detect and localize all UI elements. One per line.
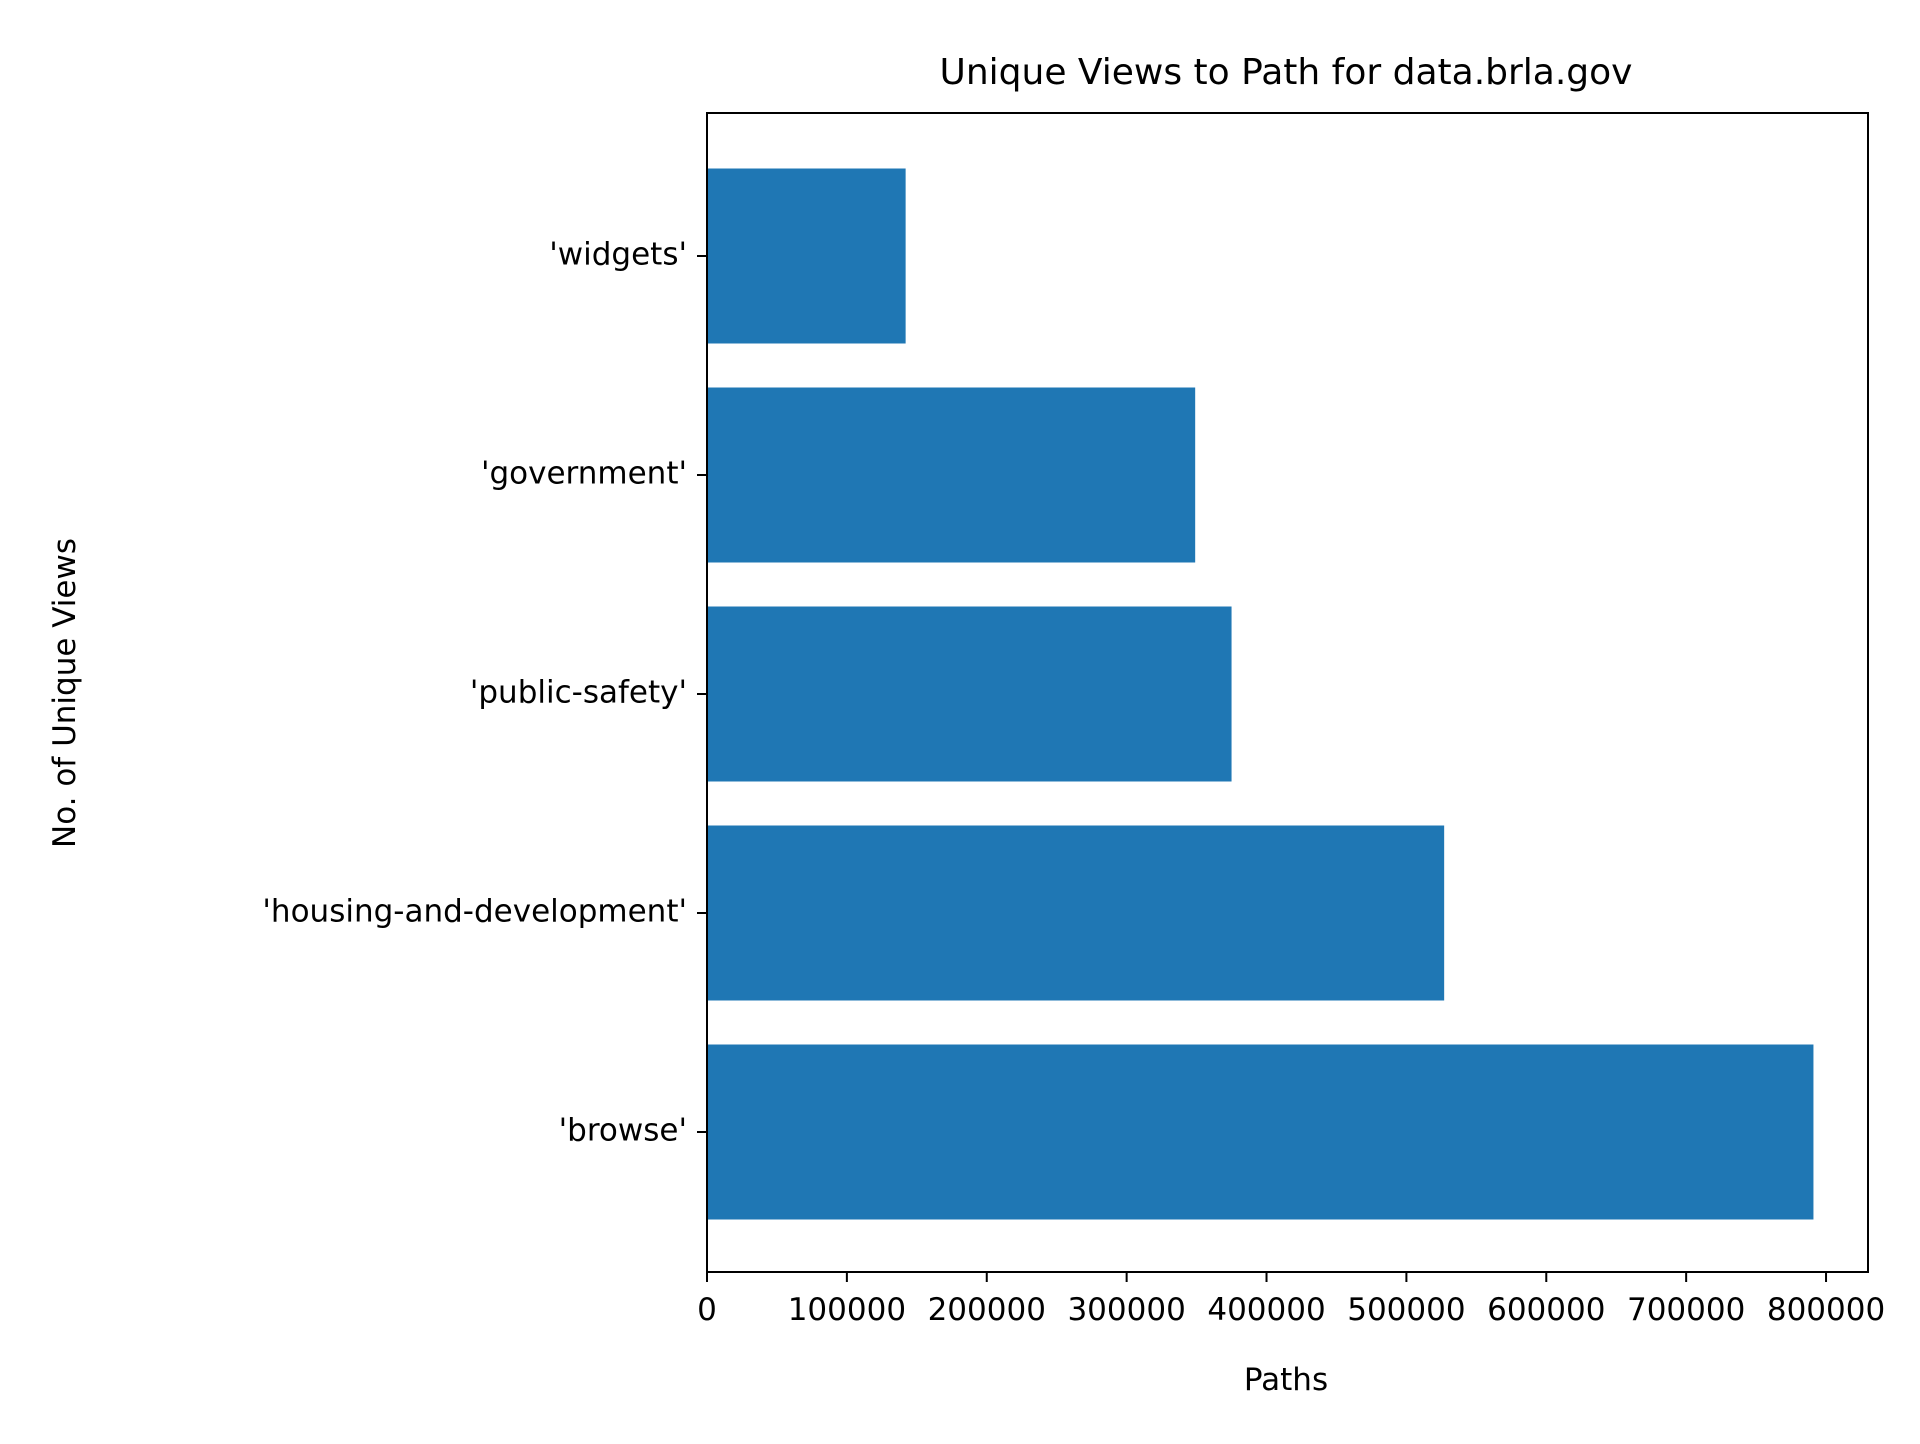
x-tick-label: 600000 xyxy=(1487,1292,1605,1328)
chart-title: Unique Views to Path for data.brla.gov xyxy=(940,52,1633,93)
bar xyxy=(707,606,1232,782)
plot-frame xyxy=(706,112,1869,1273)
y-tick-label: 'browse' xyxy=(559,1113,687,1149)
bar xyxy=(707,387,1196,563)
y-tick-label: 'widgets' xyxy=(549,237,687,273)
bars-layer xyxy=(707,168,1814,1220)
y-axis-label: No. of Unique Views xyxy=(47,538,83,848)
x-tick-label: 400000 xyxy=(1207,1292,1325,1328)
x-tick-label: 800000 xyxy=(1767,1292,1885,1328)
x-tick-label: 700000 xyxy=(1627,1292,1745,1328)
bar xyxy=(707,1044,1814,1220)
x-tick-label: 500000 xyxy=(1347,1292,1465,1328)
x-tick-label: 300000 xyxy=(1067,1292,1185,1328)
x-tick-label: 200000 xyxy=(928,1292,1046,1328)
x-axis-label: Paths xyxy=(1244,1362,1328,1398)
x-tick-label: 100000 xyxy=(788,1292,906,1328)
ticks-layer: 'browse' 'housing-and-development' 'public… xyxy=(262,237,1885,1329)
y-tick-label: 'public-safety' xyxy=(470,675,687,711)
x-tick-label: 0 xyxy=(697,1292,717,1328)
bar xyxy=(707,825,1445,1001)
y-tick-label: 'housing-and-development' xyxy=(262,894,687,930)
y-tick-label: 'government' xyxy=(481,456,687,492)
bar xyxy=(707,168,906,344)
